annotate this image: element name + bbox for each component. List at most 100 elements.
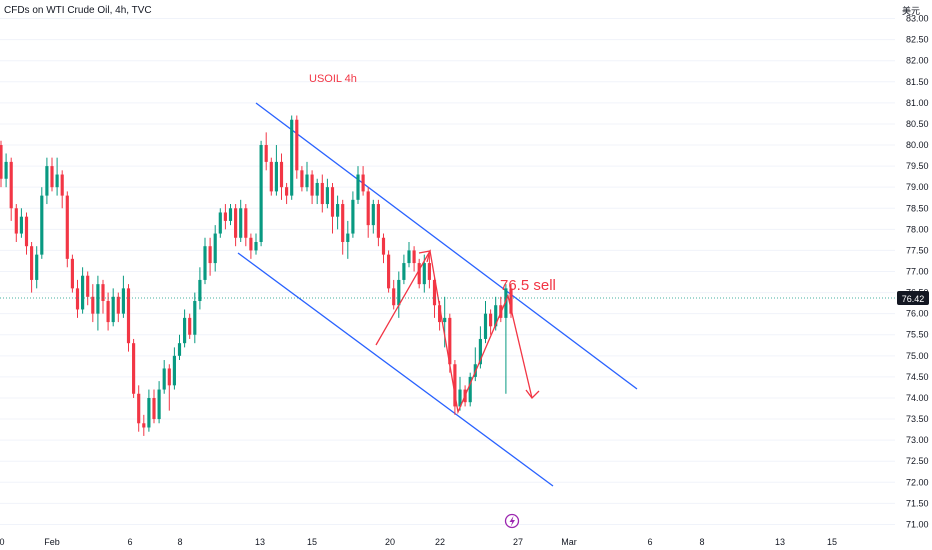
candle[interactable] [259, 140, 263, 247]
candle[interactable] [50, 157, 54, 192]
candle[interactable] [121, 275, 125, 318]
zigzag-path[interactable] [375, 249, 533, 415]
lightning-icon[interactable] [504, 513, 520, 529]
candle[interactable] [40, 187, 44, 259]
candle[interactable] [177, 334, 182, 361]
candle[interactable] [0, 140, 3, 188]
candle[interactable] [137, 385, 141, 432]
candle[interactable] [279, 153, 284, 200]
candle[interactable] [249, 233, 253, 259]
candle[interactable] [315, 178, 319, 205]
candle[interactable] [381, 233, 386, 264]
candle[interactable] [234, 204, 238, 247]
candle[interactable] [208, 237, 212, 276]
candle[interactable] [468, 372, 472, 407]
candle[interactable] [96, 275, 100, 331]
candle[interactable] [157, 381, 161, 424]
candle[interactable] [300, 166, 304, 192]
candle[interactable] [19, 208, 23, 238]
candle[interactable] [14, 204, 18, 242]
candle[interactable] [142, 414, 146, 436]
candle[interactable] [55, 157, 59, 196]
candle[interactable] [489, 309, 493, 335]
candle[interactable] [402, 254, 406, 285]
candle[interactable] [509, 284, 513, 318]
channel-lower-line[interactable] [237, 252, 554, 487]
candle[interactable] [361, 166, 365, 196]
candle[interactable] [35, 246, 39, 289]
candle[interactable] [392, 279, 396, 310]
candle[interactable] [244, 204, 248, 247]
candle[interactable] [9, 157, 13, 221]
candle[interactable] [458, 376, 462, 411]
candle[interactable] [320, 174, 324, 213]
candle[interactable] [162, 360, 166, 394]
candle[interactable] [126, 284, 131, 352]
candle[interactable] [45, 157, 49, 205]
candle[interactable] [223, 204, 227, 230]
candle[interactable] [427, 254, 431, 289]
candle[interactable] [341, 199, 345, 255]
candle[interactable] [203, 237, 207, 285]
candle[interactable] [65, 191, 69, 268]
candle-body [65, 195, 69, 259]
candle[interactable] [356, 166, 360, 205]
candle[interactable] [330, 182, 335, 234]
candle[interactable] [172, 347, 176, 390]
candle[interactable] [412, 246, 416, 272]
candle[interactable] [101, 279, 105, 314]
candle[interactable] [188, 313, 192, 339]
price-axis[interactable]: 83.00 82.50 82.00 81.50 81.00 80.50 80.00 79.50… [906, 14, 929, 530]
candle[interactable] [152, 389, 156, 424]
candle[interactable] [4, 153, 8, 188]
candle[interactable] [325, 178, 329, 209]
candle[interactable] [75, 279, 80, 318]
candle[interactable] [285, 182, 289, 205]
candle[interactable] [407, 241, 411, 268]
candle[interactable] [274, 145, 278, 196]
candle[interactable] [417, 258, 421, 289]
candle[interactable] [198, 267, 202, 310]
candle[interactable] [305, 161, 309, 192]
candle[interactable] [106, 292, 110, 331]
candle[interactable] [483, 301, 488, 344]
candle[interactable] [371, 199, 375, 234]
candle[interactable] [453, 360, 457, 415]
candle[interactable] [218, 208, 222, 238]
time-axis[interactable]: 0 Feb 6 8 13 15 20 22 27 Mar 6 8 13 15 [0, 537, 837, 547]
candle[interactable] [269, 157, 273, 196]
candle[interactable] [264, 132, 268, 171]
candle[interactable] [183, 309, 187, 348]
candle[interactable] [111, 288, 115, 327]
candle[interactable] [132, 338, 136, 398]
arrow-head-end [525, 389, 540, 399]
candle[interactable] [81, 267, 85, 314]
candle[interactable] [91, 284, 95, 323]
candle[interactable] [351, 191, 355, 238]
candle[interactable] [397, 271, 401, 318]
candle[interactable] [60, 170, 64, 209]
candle[interactable] [167, 364, 171, 411]
candle[interactable] [376, 199, 380, 247]
candle[interactable] [213, 225, 217, 272]
candle[interactable] [346, 220, 350, 259]
candle[interactable] [387, 250, 391, 293]
candle[interactable] [70, 254, 74, 293]
candle[interactable] [30, 241, 34, 293]
candle[interactable] [366, 187, 370, 238]
candle[interactable] [86, 271, 90, 306]
candle[interactable] [336, 195, 340, 230]
channel-upper-line[interactable] [255, 102, 638, 390]
candle[interactable] [432, 275, 437, 318]
candle[interactable] [310, 170, 314, 205]
candle[interactable] [290, 115, 294, 200]
candle[interactable] [116, 292, 120, 323]
candle[interactable] [239, 199, 243, 242]
candle[interactable] [228, 204, 233, 226]
candle[interactable] [147, 389, 151, 432]
candle[interactable] [254, 233, 258, 255]
candle[interactable] [24, 212, 29, 255]
candle[interactable] [193, 292, 197, 344]
candle[interactable] [295, 115, 299, 179]
